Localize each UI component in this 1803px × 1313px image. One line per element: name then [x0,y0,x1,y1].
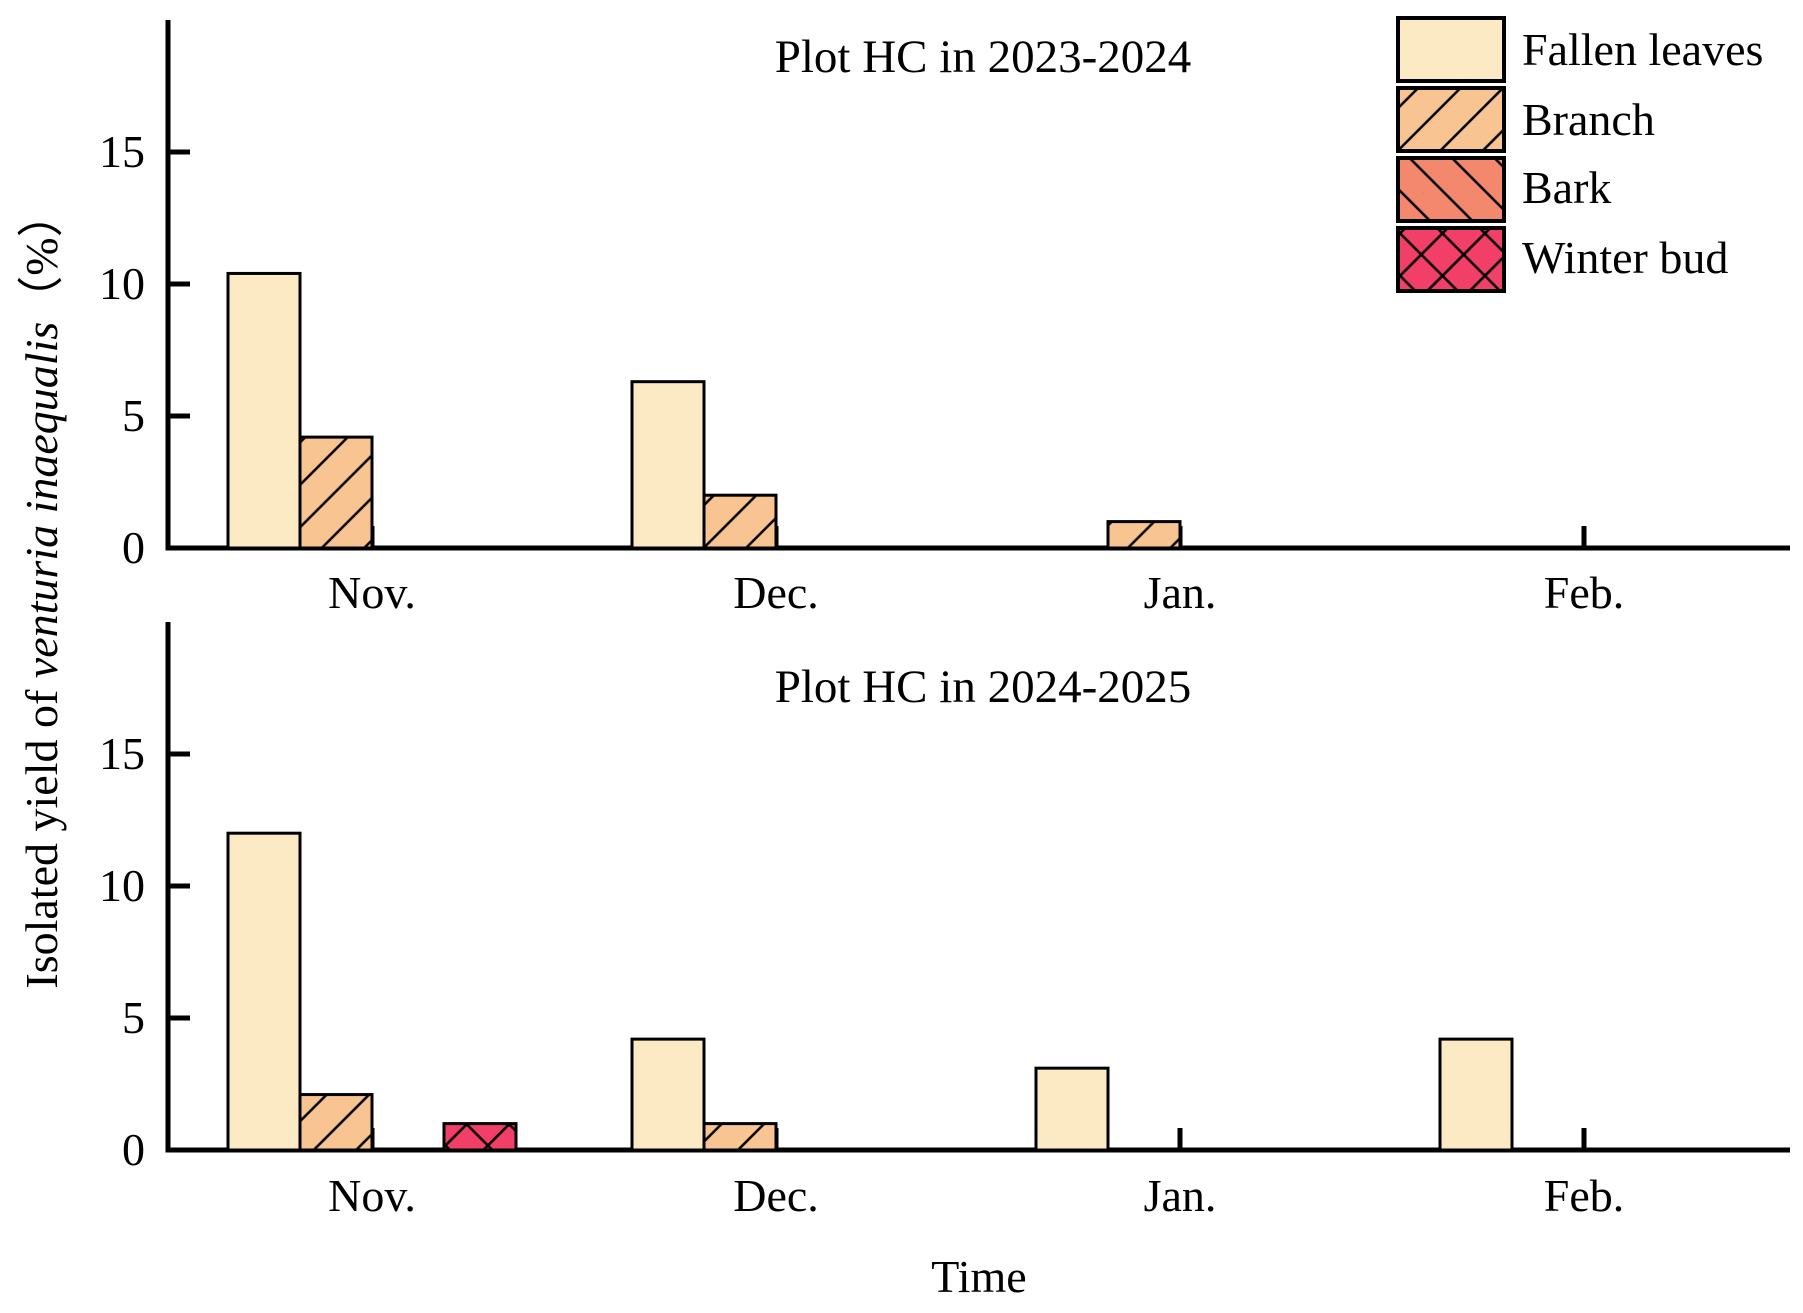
bar-winter-bud-nov--panel-2 [442,1122,518,1152]
bar-fallen-leaves-feb--panel-2 [1438,1037,1514,1152]
legend-label-branch: Branch [1522,94,1655,145]
bar-branch-jan--panel-1 [1106,520,1182,550]
x-tick-label-nov: Nov. [328,1170,416,1221]
y-tick-label: 5 [122,390,145,441]
x-tick-label-dec: Dec. [733,1170,819,1221]
y-axis-label-prefix: Isolated yield of [16,678,67,989]
legend-label-winter-bud: Winter bud [1522,232,1729,283]
x-tick-label-feb: Feb. [1543,567,1625,618]
legend-label-fallen-leaves: Fallen leaves [1522,24,1764,75]
legend-label-bark: Bark [1522,162,1612,213]
x-tick-label-jan: Jan. [1143,1170,1217,1221]
legend-swatch-branch [1396,86,1506,153]
bar-branch-nov--panel-2 [298,1093,374,1152]
x-axis-label: Time [931,1251,1027,1302]
x-tick-label-nov: Nov. [328,567,416,618]
y-tick-label: 15 [99,126,145,177]
x-tick-label-feb: Feb. [1543,1170,1625,1221]
y-tick-label: 0 [122,522,145,573]
axes-panel-2 [165,622,1790,1153]
bar-fallen-leaves-dec--panel-1 [630,380,706,550]
bar-branch-dec--panel-2 [702,1122,778,1152]
bar-branch-nov--panel-1 [298,435,374,550]
panel-1-title: Plot HC in 2023-2024 [774,31,1192,83]
y-tick-label: 15 [99,728,145,779]
y-tick-label: 0 [122,1124,145,1175]
legend-swatch-winter-bud [1396,226,1506,293]
legend-swatch-fallen-leaves [1396,16,1506,83]
bar-fallen-leaves-dec--panel-2 [630,1037,706,1152]
bar-branch-dec--panel-1 [702,493,778,550]
x-tick-label-dec: Dec. [733,567,819,618]
axes-panel-1 [165,20,1790,551]
y-axis-label-unit: （%） [16,191,67,322]
bar-fallen-leaves-nov--panel-1 [226,271,302,550]
y-tick-label: 10 [99,258,145,309]
legend-swatch-bark [1396,156,1506,223]
bar-fallen-leaves-jan--panel-2 [1034,1066,1110,1152]
y-tick-label: 5 [122,992,145,1043]
x-tick-label-jan: Jan. [1143,567,1217,618]
y-axis-label: Isolated yield of venturia inaequalis（%） [16,0,67,1190]
panel-2-title: Plot HC in 2024-2025 [774,661,1192,713]
y-tick-label: 10 [99,860,145,911]
bar-fallen-leaves-nov--panel-2 [226,831,302,1152]
y-axis-label-species: venturia inaequalis [16,321,67,679]
